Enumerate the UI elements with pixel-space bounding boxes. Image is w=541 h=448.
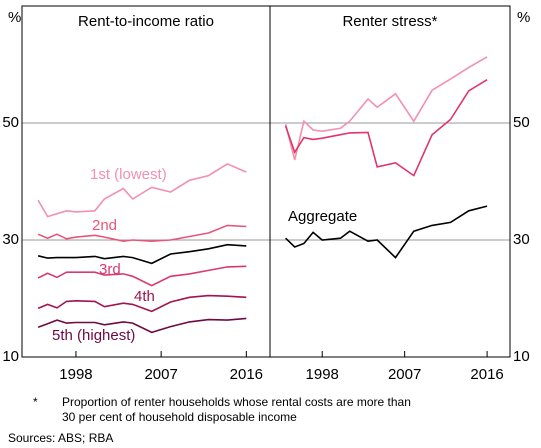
x-tick-label: 2016 [230, 366, 263, 383]
footnote-marker: * [33, 395, 38, 409]
x-tick-label: 1998 [59, 366, 92, 383]
series-line [285, 205, 488, 259]
series-label: Aggregate [288, 208, 357, 225]
series-line [37, 243, 247, 265]
series-line [37, 162, 247, 218]
y-tick-label: 50 [513, 114, 530, 131]
plot-frame [21, 5, 511, 358]
footnote-text: Proportion of renter households whose re… [62, 395, 411, 409]
footnote-text: 30 per cent of household disposable inco… [62, 410, 297, 424]
sources: Sources: ABS; RBA [8, 431, 113, 445]
panel-title: Renter stress* [342, 13, 437, 30]
y-tick-label: 10 [2, 348, 19, 365]
panel-title: Rent-to-income ratio [78, 13, 214, 30]
y-tick-label: 10 [513, 348, 530, 365]
series-label: 3rd [99, 261, 121, 278]
series-line [37, 317, 247, 334]
y-tick-label: 30 [513, 231, 530, 248]
x-tick-label: 2016 [470, 366, 503, 383]
series-label: 4th [134, 288, 155, 305]
y-unit: % [8, 9, 21, 26]
series-line [37, 294, 247, 313]
series-line [37, 265, 247, 287]
y-tick-label: 50 [2, 114, 19, 131]
series-label: 2nd [92, 217, 117, 234]
x-tick-label: 1998 [306, 366, 339, 383]
series-line [284, 79, 488, 177]
y-tick-label: 30 [2, 231, 19, 248]
series-label: 1st (lowest) [90, 166, 167, 183]
y-unit: % [517, 9, 530, 26]
series-line [284, 56, 488, 161]
series-line [37, 224, 247, 243]
x-tick-label: 2007 [144, 366, 177, 383]
series-label: 5th (highest) [52, 327, 135, 344]
x-tick-label: 2007 [388, 366, 421, 383]
